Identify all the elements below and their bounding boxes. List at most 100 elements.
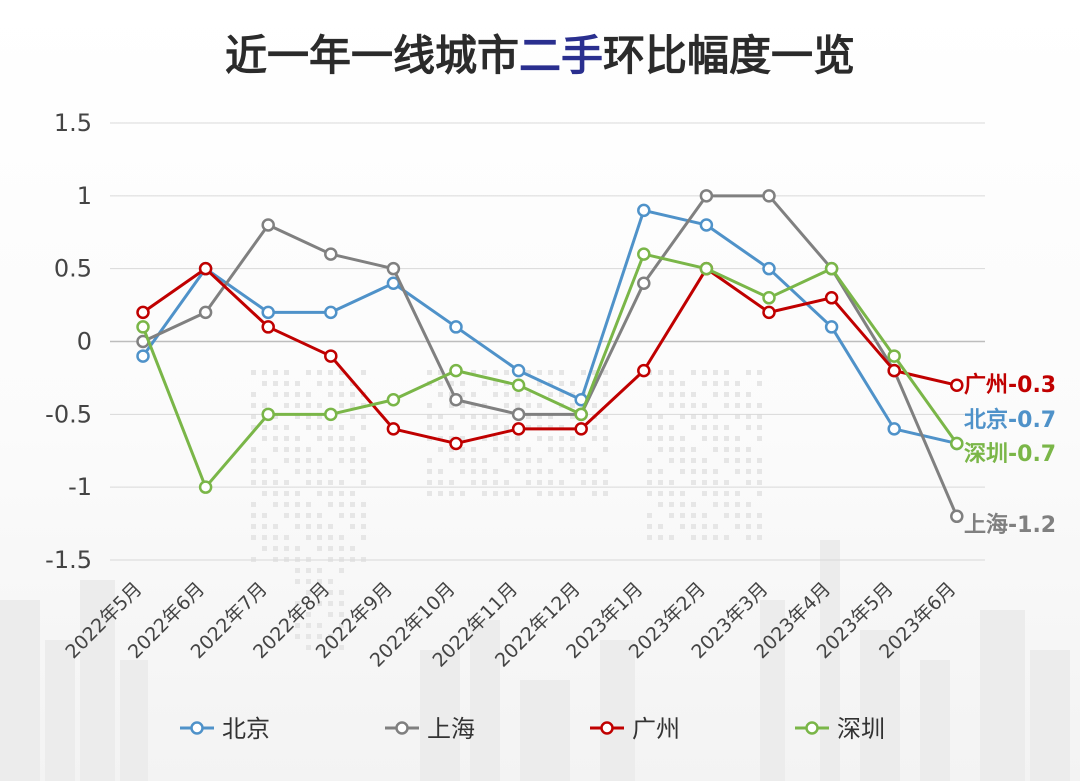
map-dot: [306, 370, 311, 375]
data-point: [198, 261, 213, 276]
map-dot: [273, 436, 278, 441]
map-dot: [570, 436, 575, 441]
map-dot: [328, 447, 333, 452]
map-dot: [757, 480, 762, 485]
map-dot: [284, 546, 289, 551]
data-point: [136, 349, 150, 363]
map-dot: [559, 370, 564, 375]
map-dot: [262, 524, 267, 529]
y-tick-label: 0.5: [54, 255, 92, 283]
map-dot: [592, 425, 597, 430]
map-dot: [680, 447, 685, 452]
map-dot: [570, 469, 575, 474]
map-dot: [702, 469, 707, 474]
map-dot: [438, 370, 443, 375]
map-dot: [306, 425, 311, 430]
map-dot: [273, 447, 278, 452]
map-dot: [581, 458, 586, 463]
map-dot: [339, 458, 344, 463]
map-dot: [482, 480, 487, 485]
map-dot: [328, 469, 333, 474]
map-dot: [526, 370, 531, 375]
data-point: [324, 305, 338, 320]
data-point: [449, 436, 463, 451]
map-dot: [482, 469, 487, 474]
map-dot: [658, 524, 663, 529]
end-label: 北京-0.7: [964, 407, 1056, 433]
map-dot: [746, 524, 751, 529]
map-dot: [284, 425, 289, 430]
map-dot: [724, 381, 729, 386]
map-dot: [317, 568, 322, 573]
map-dot: [251, 469, 256, 474]
map-dot: [669, 447, 674, 452]
map-dot: [735, 392, 740, 397]
series-北京: [136, 203, 964, 451]
map-dot: [350, 436, 355, 441]
map-dot: [339, 403, 344, 408]
map-dot: [295, 502, 300, 507]
map-dot: [691, 524, 696, 529]
map-dot: [680, 403, 685, 408]
map-dot: [306, 403, 311, 408]
skyline-building: [600, 640, 635, 781]
map-dot: [273, 425, 278, 430]
map-dot: [603, 480, 608, 485]
map-dot: [339, 370, 344, 375]
map-dot: [702, 414, 707, 419]
map-dot: [658, 425, 663, 430]
map-dot: [537, 370, 542, 375]
data-point: [324, 349, 338, 363]
map-dot: [328, 436, 333, 441]
map-dot: [427, 480, 432, 485]
map-dot: [328, 645, 333, 650]
map-dot: [603, 425, 608, 430]
map-dot: [284, 458, 289, 463]
map-dot: [361, 370, 366, 375]
map-dot: [603, 381, 608, 386]
map-dot: [647, 458, 652, 463]
map-dot: [515, 458, 520, 463]
map-dot: [339, 568, 344, 573]
map-dot: [471, 425, 476, 430]
map-dot: [537, 414, 542, 419]
map-dot: [317, 381, 322, 386]
map-dot: [592, 436, 597, 441]
map-dot: [702, 425, 707, 430]
map-dot: [647, 535, 652, 540]
map-dot: [262, 370, 267, 375]
map-dot: [735, 447, 740, 452]
map-dot: [548, 381, 553, 386]
map-dot: [647, 425, 652, 430]
skyline-building: [470, 620, 500, 781]
map-dot: [295, 601, 300, 606]
map-dot: [361, 469, 366, 474]
map-dot: [317, 546, 322, 551]
map-dot: [317, 513, 322, 518]
data-point: [637, 203, 651, 218]
map-dot: [603, 392, 608, 397]
map-dot: [691, 535, 696, 540]
map-dot: [251, 480, 256, 485]
map-dot: [691, 425, 696, 430]
map-dot: [361, 447, 366, 452]
background-decoration: [0, 370, 1070, 781]
map-dot: [262, 535, 267, 540]
map-dot: [603, 447, 608, 452]
map-dot: [339, 491, 344, 496]
map-dot: [570, 458, 575, 463]
map-dot: [691, 447, 696, 452]
y-tick-label: 1: [77, 182, 92, 210]
data-point: [574, 422, 588, 436]
map-dot: [746, 392, 751, 397]
map-dot: [493, 491, 498, 496]
map-dot: [482, 381, 487, 386]
map-dot: [449, 458, 454, 463]
map-dot: [504, 458, 509, 463]
map-dot: [251, 458, 256, 463]
data-point: [136, 305, 150, 320]
map-dot: [658, 480, 663, 485]
data-point: [449, 393, 463, 407]
map-dot: [504, 425, 509, 430]
map-dot: [427, 370, 432, 375]
